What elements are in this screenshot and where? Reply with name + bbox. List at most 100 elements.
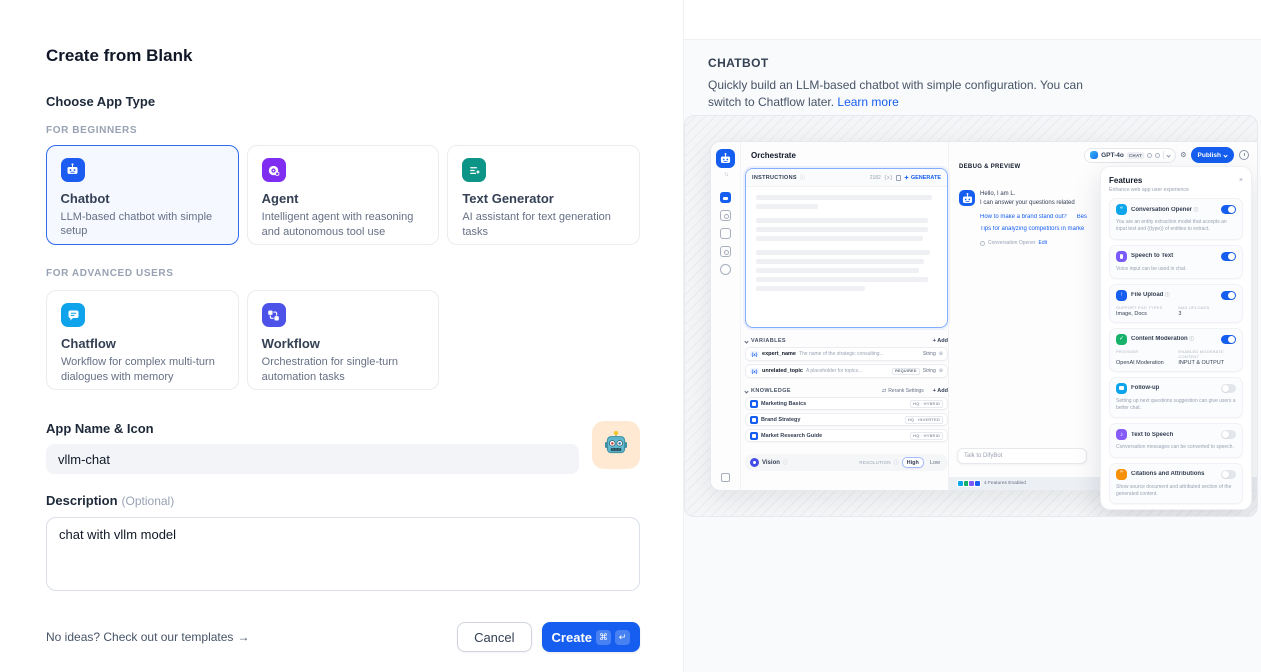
beginner-cards: Chatbot LLM-based chatbot with simple se… — [46, 145, 640, 245]
app-avatar-icon — [716, 149, 735, 168]
create-button[interactable]: Create ⌘ ↵ — [541, 622, 640, 652]
app-name-input[interactable] — [46, 444, 579, 474]
toggle-off — [1221, 430, 1236, 440]
text-to-speech-icon: ♪ — [1116, 429, 1127, 441]
feature-item: ↑ File Upload ⓘ SUPPORT FILE TYPES MAX U… — [1109, 283, 1243, 323]
feature-item: Speech to Text Voice input can be used i… — [1109, 244, 1243, 279]
knowledge-row: Marketing Basics HQ · HYBRID — [745, 397, 948, 410]
variable-settings-icon: ⊕ — [938, 368, 943, 374]
features-panel: Features × Enhance web app user experien… — [1100, 166, 1252, 510]
close-icon: × — [1238, 177, 1243, 184]
model-selector: GPT-4o CHAT — [1084, 147, 1177, 163]
instructions-panel: INSTRUCTIONS ⓘ 2182 {x} GENERATE — [745, 168, 948, 328]
logs-nav-icon — [720, 228, 731, 239]
publish-button: Publish — [1190, 147, 1234, 163]
app-type-card-agent[interactable]: Agent Intelligent agent with reasoning a… — [246, 145, 440, 245]
dataset-icon — [750, 431, 758, 440]
orchestrate-title: Orchestrate — [751, 150, 796, 160]
description-section: Description (Optional) chat with vllm mod… — [46, 492, 640, 596]
create-app-modal: Create from Blank Choose App Type FOR BE… — [46, 46, 640, 652]
content-moderation-icon: ✓ — [1116, 333, 1127, 345]
knowledge-row: Brand Strategy HQ · INVERTED — [745, 413, 948, 426]
choose-app-type-label: Choose App Type — [46, 94, 156, 109]
for-advanced-users-label: FOR ADVANCED USERS — [46, 268, 174, 279]
knowledge-row: Market Research Guide HQ · HYBRID — [745, 429, 948, 442]
app-type-card-chatflow[interactable]: Chatflow Workflow for complex multi-turn… — [46, 290, 239, 390]
file-upload-icon: ↑ — [1116, 289, 1127, 301]
vision-row: Vision ⓘ RESOLUTION ⓘ High Low — [745, 454, 948, 471]
history-icon — [1239, 150, 1249, 160]
speech-to-text-icon — [1116, 250, 1127, 262]
create-button-label: Create — [551, 629, 592, 645]
annotations-nav-icon — [720, 246, 731, 257]
feature-item: ” Citations and Attributions Show source… — [1109, 462, 1243, 504]
preview-description: Quickly build an LLM-based chatbot with … — [708, 78, 1083, 109]
rerank-icon: ⇄ — [881, 388, 887, 394]
app-type-card-chatbot[interactable]: Chatbot LLM-based chatbot with simple se… — [46, 145, 239, 245]
app-name-section: App Name & Icon — [46, 421, 640, 474]
card-desc: LLM-based chatbot with simple setup — [60, 210, 213, 238]
arrow-right-icon: → — [237, 630, 250, 644]
info-icon: ⓘ — [799, 175, 805, 181]
settings-nav-icon — [720, 264, 731, 275]
card-title: Workflow — [261, 336, 320, 351]
feature-item: Annotation Reply — [1109, 509, 1243, 510]
preview-nav-icon — [720, 210, 731, 221]
add-variable-button: + Add — [932, 338, 948, 344]
info-icon: ⓘ — [893, 460, 899, 466]
spark-icon — [903, 175, 909, 180]
page-title: Create from Blank — [46, 46, 193, 65]
switch-app-icon: ↑↓ — [723, 172, 729, 178]
card-title: Chatflow — [61, 336, 116, 351]
index-method-tag: HQ · HYBRID — [910, 431, 943, 440]
vision-capability-icon — [1147, 152, 1153, 158]
variable-icon: {x} — [750, 351, 760, 357]
variable-row: {x} expert_name The name of the strategi… — [745, 347, 948, 361]
variable-icon: {x} — [750, 368, 760, 374]
description-label: Description — [46, 493, 118, 508]
orchestrate-header: Orchestrate GPT-4o CHAT ⚙ Publish — [741, 142, 1257, 168]
enter-key-icon: ↵ — [615, 629, 630, 645]
model-params-icon: ⚙ — [1180, 152, 1187, 159]
chevron-down-icon — [744, 388, 749, 394]
opener-icon — [980, 240, 985, 246]
robot-emoji-icon — [600, 428, 632, 463]
cmd-key-icon: ⌘ — [596, 629, 611, 645]
card-desc: AI assistant for text generation tasks — [462, 211, 611, 238]
templates-link[interactable]: No ideas? Check out our templates → — [46, 630, 250, 644]
app-type-card-text-generator[interactable]: Text Generator AI assistant for text gen… — [447, 145, 640, 245]
variable-settings-icon: ⊕ — [938, 351, 943, 357]
card-title: Text Generator — [462, 191, 554, 206]
vision-icon — [750, 458, 759, 467]
settings-capability-icon — [1155, 152, 1161, 158]
description-input[interactable]: chat with vllm model — [46, 517, 640, 591]
prompt-placeholder-lines — [746, 187, 947, 303]
info-icon: ⓘ — [782, 460, 788, 466]
suggested-questions: How to make a brand stand out? Bes — [980, 214, 1088, 220]
chevron-down-icon — [744, 338, 749, 344]
variables-icon: {x} — [883, 174, 893, 181]
model-mode-tag: CHAT — [1126, 151, 1145, 159]
variables-section-header: VARIABLES + Add — [744, 338, 948, 344]
mini-sidebar: ↑↓ — [711, 142, 741, 490]
card-desc: Intelligent agent with reasoning and aut… — [261, 211, 414, 238]
toggle-on — [1221, 334, 1236, 344]
upload-mini-icon — [973, 480, 981, 487]
app-type-card-workflow[interactable]: Workflow Orchestration for single-turn a… — [246, 290, 440, 390]
add-knowledge-button: + Add — [932, 388, 948, 394]
toggle-on — [1221, 205, 1236, 214]
resolution-low-option: Low — [929, 459, 940, 466]
card-desc: Workflow for complex multi-turn dialogue… — [61, 356, 215, 383]
copy-icon — [895, 174, 901, 181]
advanced-cards: Chatflow Workflow for complex multi-turn… — [46, 290, 640, 390]
app-name-label: App Name & Icon — [46, 421, 154, 436]
chatflow-icon — [61, 303, 85, 327]
chat-input: Talk to DifyBot — [957, 448, 1087, 464]
learn-more-link[interactable]: Learn more — [837, 95, 899, 109]
text-generator-icon — [462, 158, 487, 182]
toggle-on — [1221, 290, 1236, 300]
index-method-tag: HQ · INVERTED — [904, 415, 943, 424]
agent-icon — [261, 158, 286, 182]
app-icon-picker[interactable] — [592, 421, 640, 469]
cancel-button[interactable]: Cancel — [457, 622, 532, 652]
